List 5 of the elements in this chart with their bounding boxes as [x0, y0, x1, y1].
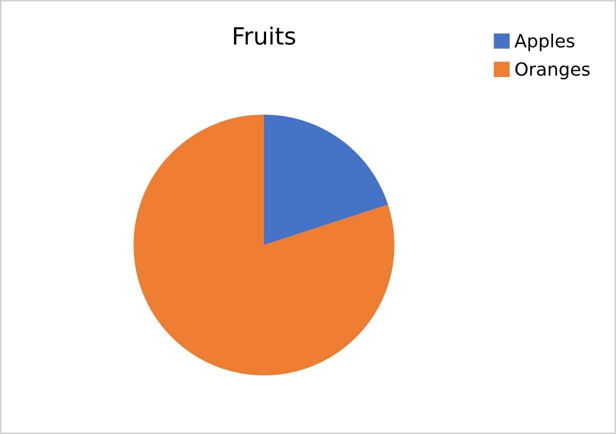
legend-label: Oranges [515, 62, 590, 80]
legend-label: Apples [514, 34, 574, 52]
chart-title: Fruits [234, 26, 296, 45]
pie-slice [134, 114, 394, 376]
pie-slice [264, 114, 388, 245]
